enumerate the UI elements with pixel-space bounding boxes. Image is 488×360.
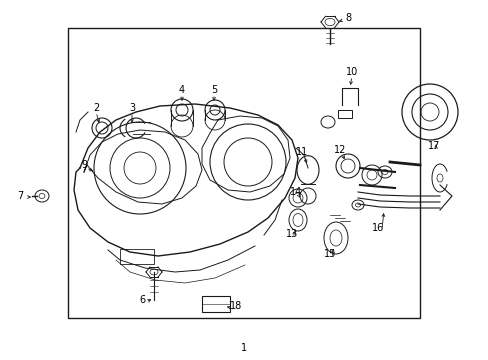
Text: 11: 11 xyxy=(295,147,307,157)
Text: 2: 2 xyxy=(93,103,99,113)
Text: 6: 6 xyxy=(139,295,145,305)
Text: 17: 17 xyxy=(427,141,439,151)
Text: 4: 4 xyxy=(179,85,184,95)
Text: 13: 13 xyxy=(285,229,298,239)
Bar xyxy=(68,28,419,318)
Text: 7: 7 xyxy=(17,191,23,201)
Text: 8: 8 xyxy=(344,13,350,23)
Text: 9: 9 xyxy=(81,160,87,170)
Text: 10: 10 xyxy=(345,67,357,77)
Bar xyxy=(337,110,351,118)
Text: 5: 5 xyxy=(210,85,217,95)
Text: 18: 18 xyxy=(229,301,242,311)
Bar xyxy=(120,249,154,264)
Text: 12: 12 xyxy=(333,145,346,155)
Text: 16: 16 xyxy=(371,223,384,233)
Bar xyxy=(202,296,229,312)
Text: 3: 3 xyxy=(129,103,135,113)
Text: 15: 15 xyxy=(323,249,336,259)
Text: 14: 14 xyxy=(289,187,302,197)
Text: 1: 1 xyxy=(241,343,246,353)
